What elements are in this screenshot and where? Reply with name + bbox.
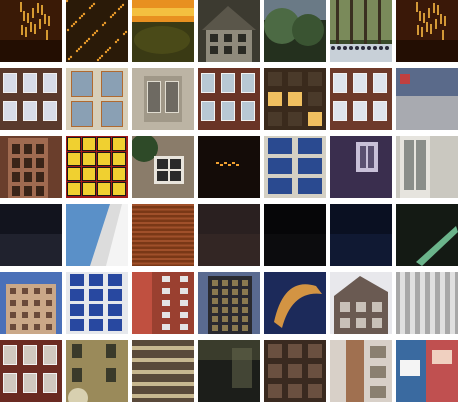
thumbnail-image [396, 136, 458, 198]
thumbnail-cottage-window[interactable] [132, 136, 194, 198]
thumbnail-image [0, 0, 62, 62]
thumbnail-image [132, 204, 194, 266]
thumbnail-image [132, 68, 194, 130]
thumbnail-tan-facade-tree[interactable] [66, 340, 128, 402]
thumbnail-brick-windows-3[interactable] [330, 68, 392, 130]
thumbnail-night-facade-lights-2[interactable] [396, 0, 458, 62]
thumbnail-image [66, 0, 128, 62]
thumbnail-image [396, 68, 458, 130]
thumbnail-balconies[interactable] [132, 340, 194, 402]
thumbnail-colorful-facade[interactable] [396, 340, 458, 402]
thumbnail-street-pavement[interactable] [396, 68, 458, 130]
thumbnail-image [0, 272, 62, 334]
thumbnail-image [132, 136, 194, 198]
thumbnail-image [0, 136, 62, 198]
thumbnail-orange-louvers[interactable] [132, 204, 194, 266]
thumbnail-image [396, 272, 458, 334]
thumbnail-image [330, 204, 392, 266]
thumbnail-dark-brick-building[interactable] [264, 340, 326, 402]
thumbnail-image [264, 68, 326, 130]
thumbnail-stone-window[interactable] [132, 68, 194, 130]
thumbnail-brick-windows-1[interactable] [0, 68, 62, 130]
thumbnail-image [264, 136, 326, 198]
thumbnail-brick-column[interactable] [330, 340, 392, 402]
thumbnail-image [66, 136, 128, 198]
thumbnail-image [0, 68, 62, 130]
thumbnail-green-neon-streak[interactable] [396, 204, 458, 266]
thumbnail-grey-columns[interactable] [396, 272, 458, 334]
thumbnail-night-facade-lights-1[interactable] [0, 0, 62, 62]
thumbnail-image [396, 0, 458, 62]
thumbnail-image [264, 340, 326, 402]
thumbnail-night-windows-1[interactable] [264, 68, 326, 130]
thumbnail-stone-house[interactable] [198, 0, 260, 62]
thumbnail-purple-facade-window[interactable] [330, 136, 392, 198]
thumbnail-image [330, 340, 392, 402]
thumbnail-tree-with-lights[interactable] [66, 0, 128, 62]
thumbnail-dark-night-street[interactable] [198, 340, 260, 402]
thumbnail-image [396, 204, 458, 266]
thumbnail-image [198, 0, 260, 62]
thumbnail-dark-navy-panel[interactable] [0, 204, 62, 266]
thumbnail-brick-windows-2[interactable] [198, 68, 260, 130]
thumbnail-image [330, 68, 392, 130]
thumbnail-dark-skyscraper[interactable] [198, 272, 260, 334]
thumbnail-image [330, 272, 392, 334]
thumbnail-pale-window[interactable] [396, 136, 458, 198]
thumbnail-image [330, 136, 392, 198]
thumbnail-image [66, 272, 128, 334]
thumbnail-image [66, 204, 128, 266]
thumbnail-dark-brick-night[interactable] [198, 204, 260, 266]
thumbnail-image [198, 136, 260, 198]
thumbnail-trees-dusk[interactable] [264, 0, 326, 62]
thumbnail-image [132, 0, 194, 62]
thumbnail-image [66, 68, 128, 130]
thumbnail-image [264, 272, 326, 334]
thumbnail-beige-highrise[interactable] [0, 272, 62, 334]
thumbnail-blue-window-grid[interactable] [66, 272, 128, 334]
thumbnail-ornate-building[interactable] [330, 272, 392, 334]
thumbnail-image [330, 0, 392, 62]
thumbnail-image [0, 340, 62, 402]
thumbnail-image [264, 0, 326, 62]
thumbnail-orange-light-trail[interactable] [264, 272, 326, 334]
thumbnail-image [66, 340, 128, 402]
thumbnail-image [198, 68, 260, 130]
thumbnail-image [396, 340, 458, 402]
thumbnail-image [0, 204, 62, 266]
thumbnail-image [264, 204, 326, 266]
thumbnail-brick-tower[interactable] [0, 136, 62, 198]
thumbnail-sunset-hedge[interactable] [132, 0, 194, 62]
thumbnail-blue-glass-windows[interactable] [264, 136, 326, 198]
thumbnail-red-brick-highrise[interactable] [132, 272, 194, 334]
thumbnail-image [198, 340, 260, 402]
thumbnail-dark-night-lights[interactable] [198, 136, 260, 198]
thumbnail-image [198, 272, 260, 334]
thumbnail-sky-building-edge[interactable] [66, 204, 128, 266]
thumbnail-image [198, 204, 260, 266]
thumbnail-park-crowd[interactable] [330, 0, 392, 62]
thumbnail-image [132, 340, 194, 402]
thumbnail-red-brick-row[interactable] [0, 340, 62, 402]
thumbnail-image [132, 272, 194, 334]
thumbnail-black-panel[interactable] [264, 204, 326, 266]
thumbnail-red-lit-facade[interactable] [66, 136, 128, 198]
thumbnail-dark-blue-night[interactable] [330, 204, 392, 266]
thumbnail-cream-facade-windows[interactable] [66, 68, 128, 130]
